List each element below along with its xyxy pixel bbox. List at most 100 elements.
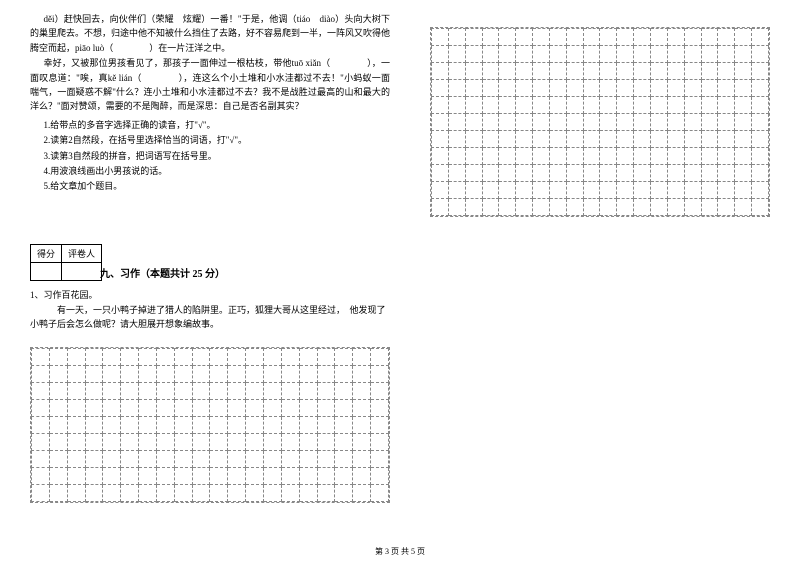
- grid-cell: [667, 97, 684, 114]
- grid-cell: [263, 433, 281, 450]
- grid-cell: [103, 399, 121, 416]
- question-list: 1.给带点的多音字选择正确的读音，打"√"。 2.读第2自然段，在括号里选择恰当…: [30, 118, 390, 194]
- grid-cell: [533, 80, 550, 97]
- grid-cell: [67, 450, 85, 467]
- grid-cell: [752, 97, 769, 114]
- grid-cell: [482, 131, 499, 148]
- grid-cell: [549, 97, 566, 114]
- grid-cell: [174, 433, 192, 450]
- grid-cell: [85, 348, 103, 365]
- grid-cell: [718, 97, 735, 114]
- left-column: děi）赶快回去，向伙伴们（荣耀 炫耀）一番！"于是，他调（tiáo diào）…: [30, 12, 390, 503]
- grid-cell: [549, 46, 566, 63]
- grid-cell: [600, 165, 617, 182]
- grid-cell: [263, 416, 281, 433]
- grid-cell: [32, 365, 50, 382]
- grid-cell: [718, 182, 735, 199]
- grid-cell: [600, 114, 617, 131]
- grid-cell: [49, 433, 67, 450]
- grid-cell: [600, 199, 617, 216]
- grid-cell: [617, 97, 634, 114]
- grid-cell: [353, 433, 371, 450]
- grid-cell: [139, 348, 157, 365]
- grid-cell: [516, 114, 533, 131]
- grid-cell: [448, 97, 465, 114]
- writing-grid-left-table: [31, 348, 389, 502]
- grid-cell: [281, 467, 299, 484]
- grid-cell: [735, 114, 752, 131]
- grid-cell: [600, 148, 617, 165]
- grid-cell: [317, 399, 335, 416]
- grid-cell: [566, 29, 583, 46]
- grid-cell: [121, 484, 139, 501]
- grid-cell: [617, 46, 634, 63]
- grid-cell: [718, 131, 735, 148]
- grid-cell: [317, 348, 335, 365]
- grid-cell: [735, 63, 752, 80]
- grid-cell: [281, 433, 299, 450]
- grid-cell: [634, 29, 651, 46]
- grid-cell: [32, 433, 50, 450]
- grid-cell: [228, 433, 246, 450]
- grid-cell: [32, 348, 50, 365]
- grid-cell: [192, 484, 210, 501]
- grid-cell: [371, 365, 389, 382]
- grid-cell: [684, 148, 701, 165]
- grid-cell: [634, 80, 651, 97]
- grid-cell: [634, 97, 651, 114]
- grid-cell: [684, 165, 701, 182]
- grid-cell: [650, 114, 667, 131]
- grid-cell: [432, 114, 449, 131]
- grid-cell: [718, 114, 735, 131]
- grid-cell: [192, 348, 210, 365]
- grid-cell: [32, 484, 50, 501]
- grid-cell: [684, 46, 701, 63]
- grid-cell: [228, 365, 246, 382]
- grid-cell: [246, 450, 264, 467]
- grid-cell: [667, 29, 684, 46]
- grid-cell: [335, 382, 353, 399]
- grid-cell: [701, 165, 718, 182]
- grid-cell: [67, 348, 85, 365]
- grid-cell: [718, 46, 735, 63]
- grid-cell: [263, 467, 281, 484]
- grid-cell: [174, 382, 192, 399]
- grid-cell: [533, 97, 550, 114]
- grid-cell: [210, 382, 228, 399]
- grid-cell: [701, 114, 718, 131]
- grid-cell: [67, 467, 85, 484]
- grid-cell: [299, 416, 317, 433]
- grid-cell: [718, 63, 735, 80]
- grid-cell: [353, 365, 371, 382]
- grid-cell: [432, 63, 449, 80]
- grid-cell: [85, 399, 103, 416]
- grid-cell: [448, 29, 465, 46]
- grid-cell: [600, 46, 617, 63]
- grid-cell: [228, 467, 246, 484]
- grid-cell: [499, 131, 516, 148]
- grid-cell: [634, 46, 651, 63]
- grid-cell: [600, 182, 617, 199]
- grid-cell: [299, 433, 317, 450]
- writing-line-2: 有一天，一只小鸭子掉进了猎人的陷阱里。正巧，狐狸大哥从这里经过， 他发现了小鸭子…: [30, 303, 390, 332]
- grid-cell: [583, 46, 600, 63]
- grid-cell: [448, 63, 465, 80]
- grid-cell: [516, 46, 533, 63]
- grid-cell: [263, 365, 281, 382]
- grid-cell: [192, 399, 210, 416]
- grid-cell: [735, 131, 752, 148]
- right-column: [430, 12, 770, 503]
- grid-cell: [465, 46, 482, 63]
- grid-cell: [701, 46, 718, 63]
- grid-cell: [353, 416, 371, 433]
- grid-cell: [448, 114, 465, 131]
- grid-cell: [667, 46, 684, 63]
- grid-cell: [210, 348, 228, 365]
- grid-cell: [533, 114, 550, 131]
- grid-cell: [499, 199, 516, 216]
- grid-cell: [650, 148, 667, 165]
- grid-cell: [516, 148, 533, 165]
- writing-prompt: 1、习作百花园。 有一天，一只小鸭子掉进了猎人的陷阱里。正巧，狐狸大哥从这里经过…: [30, 288, 390, 332]
- grid-cell: [317, 467, 335, 484]
- grid-cell: [139, 467, 157, 484]
